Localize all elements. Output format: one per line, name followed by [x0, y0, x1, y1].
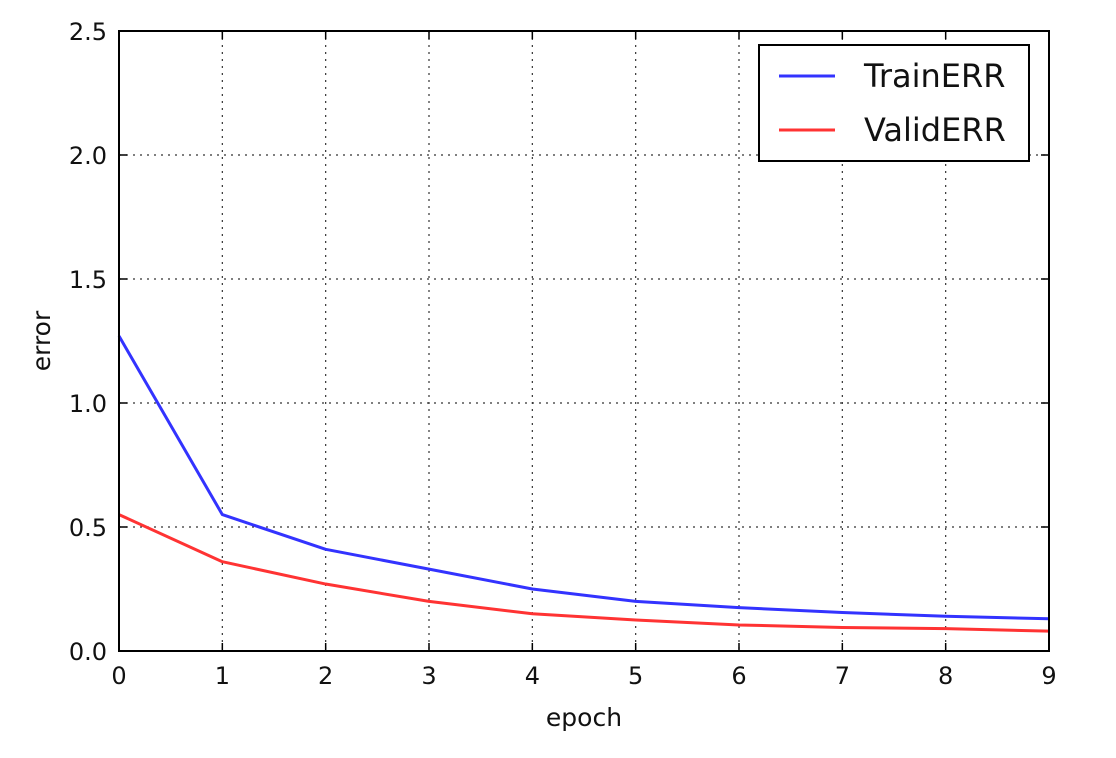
x-tick-label: 1: [215, 662, 230, 690]
y-tick-label: 2.5: [69, 18, 107, 46]
x-tick-label: 3: [421, 662, 436, 690]
y-tick-label: 0.0: [69, 638, 107, 666]
x-tick-label: 5: [628, 662, 643, 690]
y-tick-labels: 0.0 0.5 1.0 1.5 2.0 2.5: [69, 18, 107, 666]
x-tick-label: 9: [1041, 662, 1056, 690]
x-tick-labels: 0 1 2 3 4 5 6 7 8 9: [111, 662, 1056, 690]
x-tick-label: 8: [938, 662, 953, 690]
series-line-validerr: [118, 513, 1050, 633]
series-line-trainerr: [117, 335, 1050, 621]
legend: TrainERR ValidERR: [758, 44, 1030, 162]
y-tick-label: 1.5: [69, 266, 107, 294]
series-lines: [117, 335, 1050, 633]
legend-box: [758, 44, 1030, 162]
x-axis-label: epoch: [546, 703, 622, 732]
legend-label: ValidERR: [864, 111, 1006, 149]
y-tick-label: 2.0: [69, 142, 107, 170]
x-tick-label: 4: [525, 662, 540, 690]
x-tick-label: 0: [111, 662, 126, 690]
x-tick-label: 2: [318, 662, 333, 690]
x-tick-label: 7: [835, 662, 850, 690]
y-tick-label: 1.0: [69, 390, 107, 418]
y-tick-label: 0.5: [69, 514, 107, 542]
x-tick-label: 6: [731, 662, 746, 690]
grid-lines: [119, 31, 1049, 651]
y-axis-label: error: [27, 310, 56, 371]
plot-frame: [118, 30, 1050, 652]
legend-label: TrainERR: [863, 57, 1005, 95]
